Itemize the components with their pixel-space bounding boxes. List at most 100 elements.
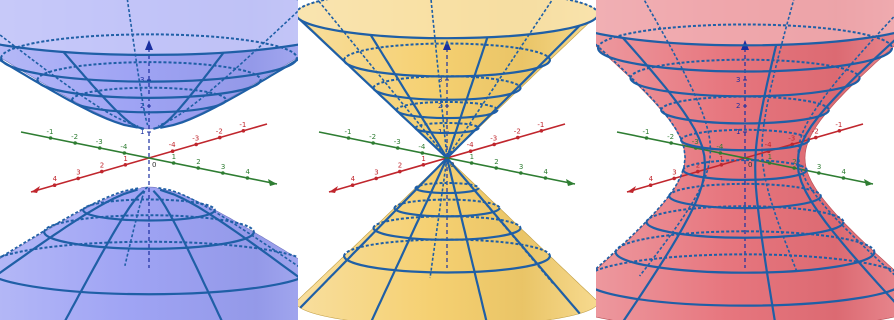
y-tick-mark bbox=[221, 171, 225, 175]
meridian-curve bbox=[0, 58, 138, 129]
x-tick-mark bbox=[648, 183, 653, 187]
x-tick-mark bbox=[123, 163, 128, 167]
level-curve-front bbox=[43, 231, 255, 250]
x-tick-label: -4 bbox=[467, 141, 475, 149]
x-tick-label: 4 bbox=[351, 175, 356, 183]
level-curve-back bbox=[414, 181, 480, 189]
x-tick-label: -3 bbox=[192, 134, 199, 142]
meridian-curve bbox=[0, 188, 138, 275]
y-tick-label: 1 bbox=[470, 153, 474, 161]
level-curve-front bbox=[0, 277, 298, 296]
meridian-curve bbox=[159, 188, 298, 279]
x-tick-label: 3 bbox=[374, 168, 378, 176]
x-tick-label: -3 bbox=[490, 134, 497, 142]
y-axis-line bbox=[616, 131, 874, 185]
x-tick-mark bbox=[76, 176, 80, 181]
meridian-curve bbox=[126, 0, 149, 126]
y-tick-label: 4 bbox=[245, 168, 250, 176]
z-tick-label: 3 bbox=[736, 76, 740, 84]
y-tick-mark bbox=[519, 171, 523, 175]
level-curve-back bbox=[0, 33, 298, 59]
meridian-curve bbox=[622, 37, 707, 320]
meridian-curve bbox=[369, 34, 448, 158]
y-tick-mark bbox=[669, 141, 673, 145]
x-tick-mark bbox=[696, 169, 700, 174]
x-tick-label: -2 bbox=[216, 128, 223, 136]
y-tick-mark bbox=[469, 161, 474, 165]
x-tick-mark bbox=[492, 142, 496, 147]
level-curve-back bbox=[71, 86, 227, 101]
meridian-curve bbox=[797, 15, 894, 276]
x-tick-mark bbox=[194, 142, 198, 147]
x-tick-label: -2 bbox=[514, 128, 521, 136]
level-curve-front bbox=[682, 169, 808, 181]
level-curve-back bbox=[298, 0, 596, 12]
level-curve-back bbox=[82, 198, 216, 211]
origin-label: 0 bbox=[748, 161, 752, 169]
x-tick-mark bbox=[241, 129, 246, 133]
x-tick-label: 2 bbox=[100, 162, 104, 170]
meridian-curve bbox=[62, 51, 145, 130]
x-tick-mark bbox=[672, 176, 676, 181]
level-curve-front bbox=[0, 57, 298, 83]
x-tick-mark bbox=[218, 135, 222, 140]
y-axis-line bbox=[318, 131, 576, 185]
y-tick-mark bbox=[73, 141, 77, 145]
y-tick-mark bbox=[371, 141, 375, 145]
x-tick-label: -4 bbox=[169, 141, 177, 149]
meridian-curve bbox=[754, 44, 778, 320]
meridian-curve bbox=[299, 18, 447, 158]
level-curve-back bbox=[343, 42, 551, 61]
y-tick-label: 4 bbox=[841, 168, 846, 176]
meridian-curve bbox=[447, 0, 554, 158]
x-tick-label: 4 bbox=[649, 175, 654, 183]
meridian-curve bbox=[0, 33, 139, 127]
level-curve-back bbox=[372, 75, 522, 89]
x-tick-label: -2 bbox=[812, 128, 819, 136]
x-tick-label: 1 bbox=[719, 155, 723, 163]
y-tick-mark bbox=[543, 176, 548, 180]
meridian-curve bbox=[446, 158, 488, 320]
y-tick-label: -2 bbox=[71, 133, 78, 141]
x-tick-mark bbox=[814, 135, 818, 140]
y-tick-label: 4 bbox=[543, 168, 548, 176]
hyperboloid-two-sheets-plot: 1 2 3 4 -4 -3 -2 -1 1 2 3 4 -4 -3 -2 -1 1 2 3 0 bbox=[0, 0, 298, 320]
y-tick-label: -4 bbox=[418, 143, 426, 151]
meridian-curve bbox=[596, 43, 686, 270]
meridian-curve bbox=[761, 0, 798, 273]
x-tick-label: 1 bbox=[123, 155, 127, 163]
meridian-curve bbox=[153, 52, 225, 130]
meridian-curve bbox=[796, 39, 894, 303]
z-axis-arrow bbox=[145, 40, 153, 50]
meridian-curve bbox=[446, 36, 489, 158]
meridian-curve bbox=[447, 24, 581, 158]
origin-label: 0 bbox=[152, 161, 156, 169]
x-tick-label: 3 bbox=[76, 168, 80, 176]
x-tick-mark bbox=[52, 183, 57, 187]
meridian-curve bbox=[299, 158, 447, 309]
y-tick-label: -4 bbox=[120, 143, 128, 151]
meridian-curve bbox=[430, 0, 448, 157]
meridian-curve bbox=[318, 158, 447, 290]
y-tick-mark bbox=[346, 136, 351, 140]
y-tick-label: 2 bbox=[494, 158, 498, 166]
y-tick-label: -3 bbox=[96, 138, 103, 146]
x-tick-mark bbox=[170, 149, 175, 153]
y-tick-mark bbox=[718, 151, 723, 155]
y-tick-mark bbox=[767, 161, 772, 165]
y-tick-mark bbox=[48, 136, 53, 140]
y-tick-mark bbox=[171, 161, 176, 165]
y-axis-line bbox=[20, 131, 278, 185]
level-curve-back bbox=[596, 253, 894, 272]
x-tick-mark bbox=[100, 169, 104, 174]
y-tick-label: -1 bbox=[643, 128, 650, 136]
meridian-curve bbox=[370, 158, 448, 320]
level-curve-front bbox=[0, 43, 298, 56]
surface-opening bbox=[596, 0, 894, 46]
level-curve-front bbox=[82, 209, 216, 222]
level-curve-front bbox=[343, 255, 551, 274]
y-tick-label: 3 bbox=[519, 163, 523, 171]
y-axis-arrow bbox=[566, 179, 575, 186]
x-tick-mark bbox=[790, 142, 794, 147]
